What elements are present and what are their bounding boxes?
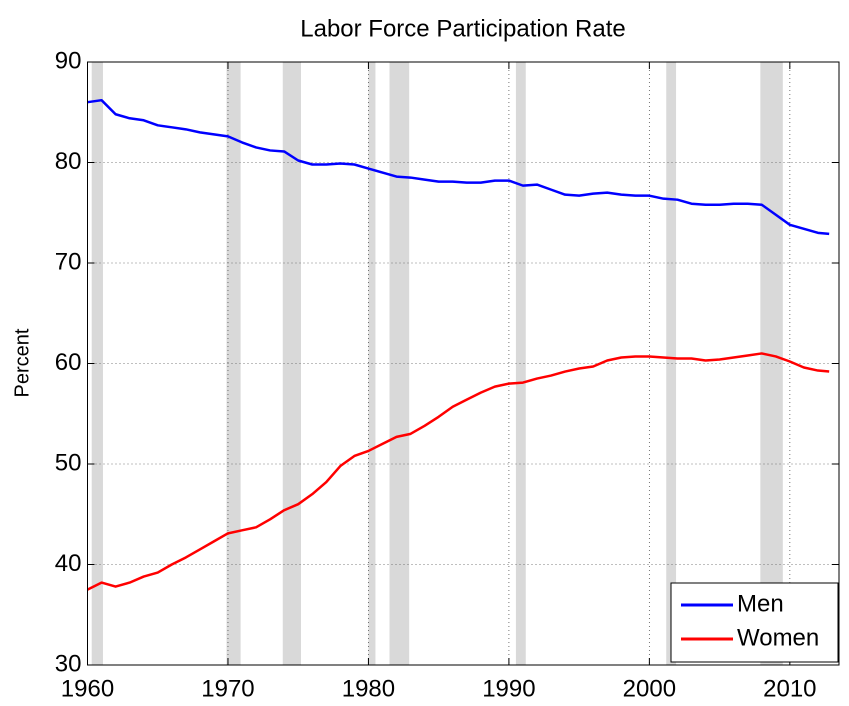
y-tick-label: 30 [55,650,82,677]
legend-label: Women [737,624,819,651]
series-line [86,352,830,591]
y-axis-label: Percent [11,328,33,397]
y-tick-label: 40 [55,550,82,577]
plot-frame [87,61,840,666]
recession-band [226,62,241,665]
y-tick-label: 50 [55,449,82,476]
legend-box [670,582,839,663]
series-line [87,98,830,236]
recession-band [389,62,410,665]
recession-band [91,62,103,665]
recession-band [515,62,526,665]
x-tick-label: 1980 [342,675,395,702]
y-tick-label: 70 [55,248,82,275]
x-tick-label: 2010 [763,675,816,702]
y-tick-label: 60 [55,349,82,376]
x-tick-label: 2000 [623,675,676,702]
y-tick-label: 80 [55,148,82,175]
y-tick-label: 90 [55,47,82,74]
x-tick-label: 1970 [201,675,254,702]
recession-band [666,62,677,665]
chart-title: Labor Force Participation Rate [300,15,626,42]
x-tick-label: 1990 [482,675,535,702]
legend-label: Men [737,590,784,617]
x-tick-label: 1960 [61,675,114,702]
